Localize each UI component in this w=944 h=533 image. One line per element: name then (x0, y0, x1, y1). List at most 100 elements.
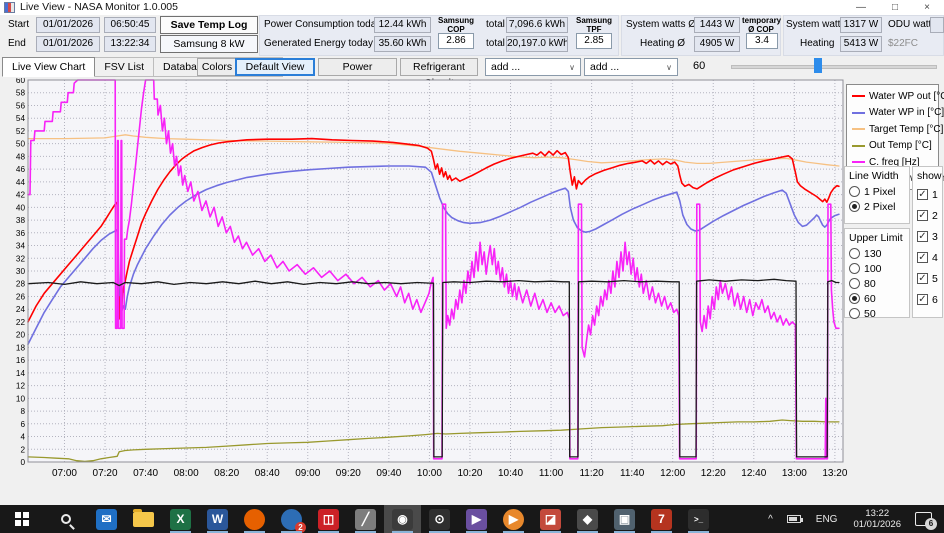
show-series-label: 3 (932, 231, 938, 243)
language-indicator[interactable]: ENG (808, 514, 846, 525)
upper-limit-option-130[interactable]: 130 (845, 246, 909, 261)
start-date-field[interactable]: 01/01/2026 (36, 17, 100, 33)
upper-limit-radio[interactable] (849, 248, 860, 259)
inkscape-icon[interactable]: ◆ (569, 505, 606, 533)
refrigerant-circuit-button[interactable]: Refrigerant Circuit (400, 58, 478, 76)
show-series-1[interactable]: ✓1 (913, 184, 942, 205)
show-series-2[interactable]: ✓2 (913, 205, 942, 226)
battery-icon[interactable] (787, 515, 801, 523)
word-icon[interactable]: W (199, 505, 236, 533)
upper-limit-option-80[interactable]: 80 (845, 276, 909, 291)
file-explorer-icon[interactable] (125, 505, 162, 533)
search-button[interactable] (44, 505, 88, 533)
tab-live-view-chart[interactable]: Live View Chart (2, 57, 95, 77)
y-tick-label: 54 (16, 114, 26, 123)
thunderbird-icon[interactable]: 2 (273, 505, 310, 533)
close-button[interactable]: × (912, 0, 942, 15)
x-tick-label: 13:00 (782, 468, 807, 479)
line-width-option-2-pixel[interactable]: 2 Pixel (845, 199, 909, 214)
line-width-radio[interactable] (849, 201, 860, 212)
checkbox-icon[interactable]: ✓ (917, 252, 928, 263)
y-tick-label: 24 (16, 305, 26, 314)
play-app-icon[interactable]: ▶ (495, 505, 532, 533)
default-view-button[interactable]: Default View (235, 58, 315, 76)
y-tick-label: 42 (16, 191, 26, 200)
show-series-3[interactable]: ✓3 (913, 226, 942, 247)
tab-fsv-list[interactable]: FSV List (95, 57, 154, 77)
checkbox-icon[interactable]: ✓ (917, 273, 928, 284)
upper-limit-radio[interactable] (849, 278, 860, 289)
slider-thumb[interactable] (814, 58, 822, 73)
upper-limit-radio[interactable] (849, 293, 860, 304)
ebook-reader-icon[interactable]: ◫ (310, 505, 347, 533)
excel-icon[interactable]: X (162, 505, 199, 533)
colors-button[interactable]: Colors (197, 58, 237, 76)
photo-editor-icon[interactable]: ◪ (532, 505, 569, 533)
chart: 0246810121416182022242628303234363840424… (0, 78, 944, 480)
total2-label: total (486, 38, 505, 49)
upper-limit-option-100[interactable]: 100 (845, 261, 909, 276)
end-time-field[interactable]: 13:22:34 (104, 36, 156, 52)
upper-limit-option-50[interactable]: 50 (845, 306, 909, 321)
x-tick-label: 07:00 (52, 468, 77, 479)
samsung-tpf-value: 2.85 (576, 33, 612, 49)
upper-limit-radio[interactable] (849, 263, 860, 274)
temporary-cop-value: 3.4 (746, 33, 778, 49)
folder-icon (133, 512, 154, 527)
seven-zip-icon[interactable]: 7 (643, 505, 680, 533)
tray-chevron-up-icon[interactable]: ^ (761, 514, 780, 525)
media-player-icon[interactable]: ▶ (458, 505, 495, 533)
inkscape-icon: ◆ (577, 509, 598, 530)
device-button[interactable]: Samsung 8 kW (160, 35, 258, 53)
heating-label: Heating (800, 38, 834, 49)
upper-limit-radio[interactable] (849, 308, 860, 319)
time-scale-slider[interactable] (731, 65, 937, 69)
legend-swatch (852, 145, 865, 147)
screen-magnifier-icon: ⊙ (429, 509, 450, 530)
save-temp-log-button[interactable]: Save Temp Log File (160, 16, 258, 34)
firefox-icon[interactable] (236, 505, 273, 533)
monitor-app-icon[interactable]: ◉ (384, 505, 421, 533)
window-title: Live View - NASA Monitor 1.0.005 (20, 1, 178, 13)
start-time-field[interactable]: 06:50:45 (104, 17, 156, 33)
start-button[interactable] (0, 505, 44, 533)
line-width-label: 1 Pixel (864, 186, 896, 198)
mail-app-icon[interactable]: ✉ (88, 505, 125, 533)
show-series-4[interactable]: ✓4 (913, 247, 942, 268)
end-date-field[interactable]: 01/01/2026 (36, 36, 100, 52)
line-width-radio[interactable] (849, 186, 860, 197)
add-series-dropdown-1[interactable]: add ... ∨ (485, 58, 581, 76)
logo-square (15, 512, 21, 518)
y-tick-label: 34 (16, 242, 26, 251)
maximize-button[interactable]: □ (880, 0, 910, 15)
screen-magnifier-icon[interactable]: ⊙ (421, 505, 458, 533)
checkbox-icon[interactable]: ✓ (917, 231, 928, 242)
show-series-6[interactable]: ✓6 (913, 289, 942, 310)
power-button[interactable]: Power (318, 58, 397, 76)
x-tick-label: 11:00 (539, 468, 564, 479)
total2-value: 20,197.0 kWh (506, 36, 568, 52)
upper-limit-option-60[interactable]: 60 (845, 291, 909, 306)
show-series-5[interactable]: ✓5 (913, 268, 942, 289)
checkbox-icon[interactable]: ✓ (917, 189, 928, 200)
notification-center-icon[interactable]: 6 (915, 512, 932, 526)
x-tick-label: 09:40 (376, 468, 401, 479)
y-tick-label: 10 (16, 394, 26, 403)
checkbox-icon[interactable]: ✓ (917, 294, 928, 305)
odu-watts-value (930, 17, 944, 33)
add-series-dropdown-2[interactable]: add ... ∨ (584, 58, 678, 76)
line-width-option-1-pixel[interactable]: 1 Pixel (845, 184, 909, 199)
cable-tool-icon[interactable]: ╱ (347, 505, 384, 533)
chart-plot: 0246810121416182022242628303234363840424… (0, 78, 944, 480)
upper-limit-title: Upper Limit (849, 232, 909, 244)
show-series-label: 6 (932, 294, 938, 306)
clock[interactable]: 13:22 01/01/2026 (845, 508, 909, 530)
checkbox-icon[interactable]: ✓ (917, 210, 928, 221)
image-viewer-icon[interactable]: ▣ (606, 505, 643, 533)
upper-limit-label: 80 (864, 278, 876, 290)
y-tick-label: 38 (16, 216, 26, 225)
terminal-icon[interactable]: >_ (680, 505, 717, 533)
x-tick-label: 13:20 (822, 468, 847, 479)
minimize-button[interactable]: — (846, 0, 876, 15)
x-tick-label: 08:00 (174, 468, 199, 479)
